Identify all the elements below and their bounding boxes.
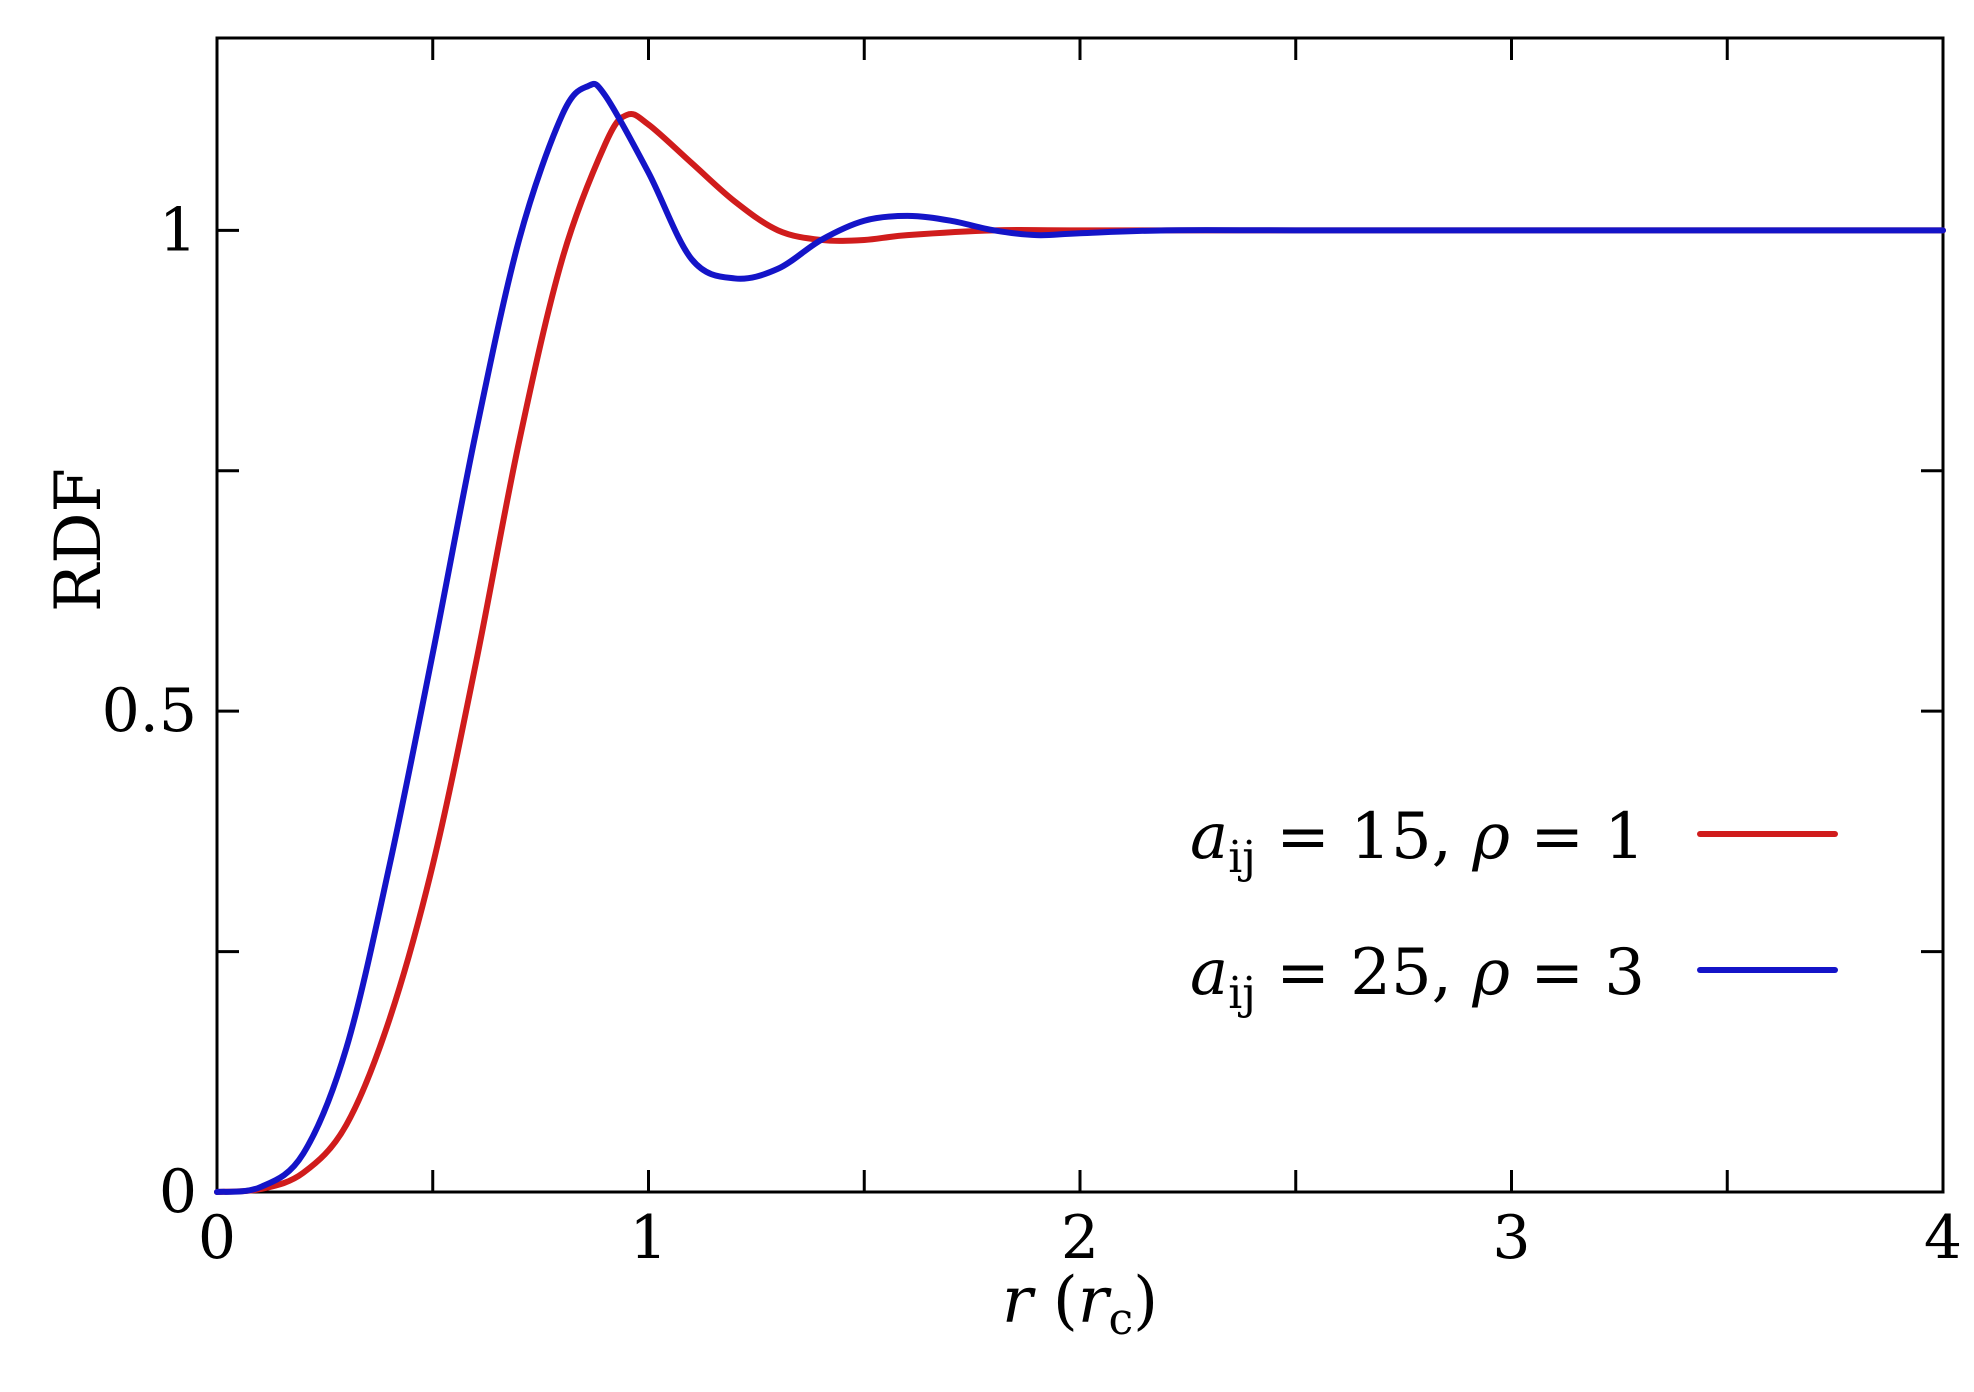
axis-ticks bbox=[215, 38, 1945, 1194]
series-group bbox=[214, 80, 1946, 1195]
axis-tick-labels: 0 1 2 3 4 0 0.5 1 bbox=[102, 195, 1963, 1273]
plot-frame bbox=[215, 36, 1945, 1194]
y-tick-label: 0.5 bbox=[102, 676, 197, 746]
x-tick-label: 2 bbox=[1061, 1203, 1099, 1273]
y-axis-label: RDF bbox=[42, 468, 116, 612]
series-line-2 bbox=[214, 80, 1946, 1195]
x-tick-label: 1 bbox=[629, 1203, 667, 1273]
legend-label-series-1: aij = 15, ρ = 1 bbox=[1190, 800, 1645, 883]
y-tick-label: 0 bbox=[159, 1157, 197, 1227]
x-tick-label: 3 bbox=[1492, 1203, 1530, 1273]
x-tick-label: 0 bbox=[198, 1203, 236, 1273]
series-line-1 bbox=[214, 110, 1946, 1195]
legend: aij = 15, ρ = 1 aij = 25, ρ = 3 bbox=[1190, 800, 1838, 1019]
legend-label-series-2: aij = 25, ρ = 3 bbox=[1190, 936, 1645, 1019]
x-tick-label: 4 bbox=[1924, 1203, 1962, 1273]
y-tick-label: 1 bbox=[159, 195, 197, 265]
x-axis-label: r (rc) bbox=[1002, 1264, 1158, 1345]
